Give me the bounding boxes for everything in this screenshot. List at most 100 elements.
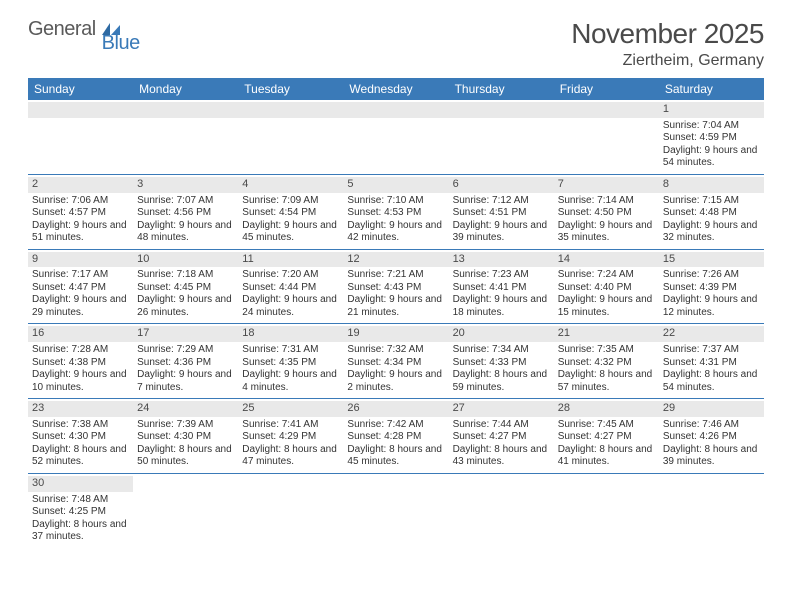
- week-row: 16Sunrise: 7:28 AMSunset: 4:38 PMDayligh…: [28, 324, 764, 399]
- day-cell: 10Sunrise: 7:18 AMSunset: 4:45 PMDayligh…: [133, 250, 238, 324]
- day-number: 7: [558, 178, 564, 190]
- daynum-row: 16: [28, 326, 133, 342]
- week-row: 2Sunrise: 7:06 AMSunset: 4:57 PMDaylight…: [28, 175, 764, 250]
- daynum-row: 5: [343, 177, 448, 193]
- day-cell: 13Sunrise: 7:23 AMSunset: 4:41 PMDayligh…: [449, 250, 554, 324]
- daylight-text: Daylight: 8 hours and 39 minutes.: [663, 444, 760, 469]
- sunset-text: Sunset: 4:30 PM: [32, 431, 129, 444]
- empty-cell: [133, 100, 238, 174]
- day-cell: 20Sunrise: 7:34 AMSunset: 4:33 PMDayligh…: [449, 324, 554, 398]
- empty-cell: [449, 100, 554, 174]
- week-row: 1Sunrise: 7:04 AMSunset: 4:59 PMDaylight…: [28, 100, 764, 175]
- weekday-mon: Monday: [133, 78, 238, 100]
- sunset-text: Sunset: 4:26 PM: [663, 431, 760, 444]
- sunrise-text: Sunrise: 7:29 AM: [137, 344, 234, 357]
- sunset-text: Sunset: 4:32 PM: [558, 357, 655, 370]
- daynum-row: 11: [238, 252, 343, 268]
- weekday-wed: Wednesday: [343, 78, 448, 100]
- week-row: 30Sunrise: 7:48 AMSunset: 4:25 PMDayligh…: [28, 474, 764, 548]
- sunset-text: Sunset: 4:44 PM: [242, 282, 339, 295]
- title-block: November 2025 Ziertheim, Germany: [571, 18, 764, 70]
- empty-daynum-spacer: [28, 102, 133, 118]
- sunrise-text: Sunrise: 7:48 AM: [32, 494, 129, 507]
- empty-cell: [28, 100, 133, 174]
- empty-cell: [554, 474, 659, 548]
- sunset-text: Sunset: 4:57 PM: [32, 207, 129, 220]
- daylight-text: Daylight: 9 hours and 10 minutes.: [32, 369, 129, 394]
- sunset-text: Sunset: 4:40 PM: [558, 282, 655, 295]
- daynum-row: 20: [449, 326, 554, 342]
- empty-cell: [449, 474, 554, 548]
- sunset-text: Sunset: 4:53 PM: [347, 207, 444, 220]
- empty-daynum-spacer: [133, 102, 238, 118]
- empty-cell: [238, 474, 343, 548]
- daynum-row: 14: [554, 252, 659, 268]
- daylight-text: Daylight: 9 hours and 39 minutes.: [453, 220, 550, 245]
- daylight-text: Daylight: 8 hours and 59 minutes.: [453, 369, 550, 394]
- weekday-fri: Friday: [554, 78, 659, 100]
- sunrise-text: Sunrise: 7:09 AM: [242, 195, 339, 208]
- empty-cell: [133, 474, 238, 548]
- daynum-row: 3: [133, 177, 238, 193]
- weekday-thu: Thursday: [449, 78, 554, 100]
- sunrise-text: Sunrise: 7:28 AM: [32, 344, 129, 357]
- empty-cell: [343, 100, 448, 174]
- day-cell: 12Sunrise: 7:21 AMSunset: 4:43 PMDayligh…: [343, 250, 448, 324]
- sunset-text: Sunset: 4:41 PM: [453, 282, 550, 295]
- daylight-text: Daylight: 9 hours and 7 minutes.: [137, 369, 234, 394]
- day-number: 11: [242, 253, 253, 265]
- day-cell: 8Sunrise: 7:15 AMSunset: 4:48 PMDaylight…: [659, 175, 764, 249]
- daylight-text: Daylight: 8 hours and 43 minutes.: [453, 444, 550, 469]
- sunset-text: Sunset: 4:27 PM: [453, 431, 550, 444]
- day-number: 17: [137, 327, 149, 339]
- sunrise-text: Sunrise: 7:20 AM: [242, 269, 339, 282]
- day-cell: 22Sunrise: 7:37 AMSunset: 4:31 PMDayligh…: [659, 324, 764, 398]
- sunrise-text: Sunrise: 7:46 AM: [663, 419, 760, 432]
- daylight-text: Daylight: 8 hours and 57 minutes.: [558, 369, 655, 394]
- day-number: 26: [347, 402, 359, 414]
- daynum-row: 21: [554, 326, 659, 342]
- day-cell: 6Sunrise: 7:12 AMSunset: 4:51 PMDaylight…: [449, 175, 554, 249]
- empty-cell: [238, 100, 343, 174]
- daynum-row: 6: [449, 177, 554, 193]
- day-cell: 11Sunrise: 7:20 AMSunset: 4:44 PMDayligh…: [238, 250, 343, 324]
- day-cell: 19Sunrise: 7:32 AMSunset: 4:34 PMDayligh…: [343, 324, 448, 398]
- empty-cell: [343, 474, 448, 548]
- day-number: 16: [32, 327, 44, 339]
- day-cell: 26Sunrise: 7:42 AMSunset: 4:28 PMDayligh…: [343, 399, 448, 473]
- daynum-row: 12: [343, 252, 448, 268]
- day-number: 8: [663, 178, 669, 190]
- location: Ziertheim, Germany: [571, 52, 764, 70]
- sunset-text: Sunset: 4:45 PM: [137, 282, 234, 295]
- header: General Blue November 2025 Ziertheim, Ge…: [28, 18, 764, 70]
- daynum-row: 27: [449, 401, 554, 417]
- daynum-row: 22: [659, 326, 764, 342]
- day-cell: 4Sunrise: 7:09 AMSunset: 4:54 PMDaylight…: [238, 175, 343, 249]
- sunrise-text: Sunrise: 7:31 AM: [242, 344, 339, 357]
- daylight-text: Daylight: 9 hours and 48 minutes.: [137, 220, 234, 245]
- day-cell: 16Sunrise: 7:28 AMSunset: 4:38 PMDayligh…: [28, 324, 133, 398]
- day-number: 14: [558, 253, 570, 265]
- day-number: 25: [242, 402, 254, 414]
- sunset-text: Sunset: 4:30 PM: [137, 431, 234, 444]
- sunrise-text: Sunrise: 7:07 AM: [137, 195, 234, 208]
- day-cell: 3Sunrise: 7:07 AMSunset: 4:56 PMDaylight…: [133, 175, 238, 249]
- logo-text-2: Blue: [102, 32, 140, 55]
- daynum-row: 13: [449, 252, 554, 268]
- day-number: 10: [137, 253, 149, 265]
- sunset-text: Sunset: 4:36 PM: [137, 357, 234, 370]
- weekday-header: Sunday Monday Tuesday Wednesday Thursday…: [28, 78, 764, 100]
- sunrise-text: Sunrise: 7:38 AM: [32, 419, 129, 432]
- day-cell: 21Sunrise: 7:35 AMSunset: 4:32 PMDayligh…: [554, 324, 659, 398]
- empty-cell: [554, 100, 659, 174]
- sunrise-text: Sunrise: 7:12 AM: [453, 195, 550, 208]
- day-number: 12: [347, 253, 359, 265]
- daylight-text: Daylight: 8 hours and 52 minutes.: [32, 444, 129, 469]
- sunrise-text: Sunrise: 7:44 AM: [453, 419, 550, 432]
- daylight-text: Daylight: 9 hours and 42 minutes.: [347, 220, 444, 245]
- daylight-text: Daylight: 9 hours and 18 minutes.: [453, 294, 550, 319]
- daylight-text: Daylight: 9 hours and 21 minutes.: [347, 294, 444, 319]
- daylight-text: Daylight: 9 hours and 51 minutes.: [32, 220, 129, 245]
- sunset-text: Sunset: 4:29 PM: [242, 431, 339, 444]
- calendar: Sunday Monday Tuesday Wednesday Thursday…: [28, 78, 764, 548]
